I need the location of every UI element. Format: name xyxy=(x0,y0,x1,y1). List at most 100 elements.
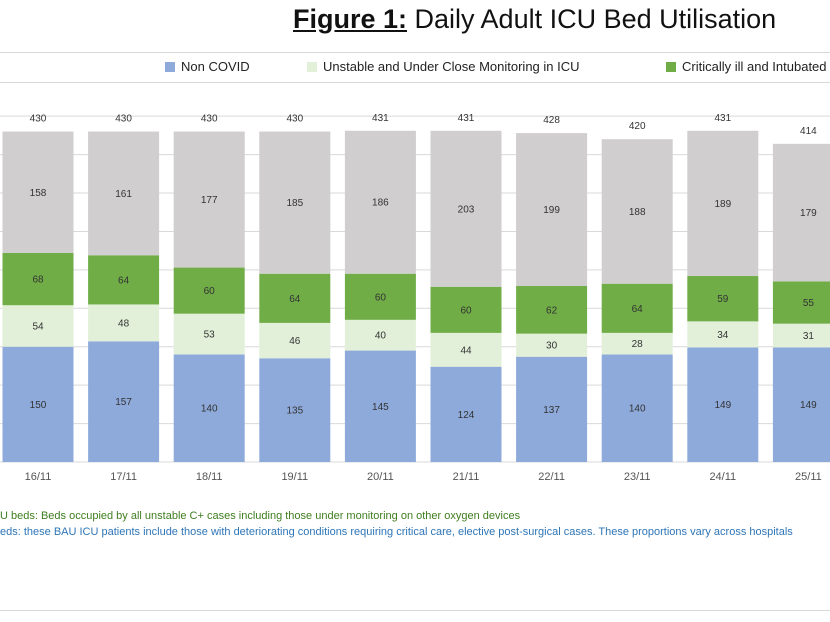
data-label: 157 xyxy=(115,397,132,408)
footnote-covid-beds: U beds: Beds occupied by all unstable C+… xyxy=(0,510,521,522)
data-label: 186 xyxy=(372,198,389,209)
bar-segment-critical xyxy=(344,273,416,320)
data-label: 161 xyxy=(115,189,132,200)
bar-segment-critical xyxy=(601,283,673,333)
bar-segment-critical xyxy=(173,267,245,314)
data-label: 34 xyxy=(717,330,729,341)
bar-segment-critical xyxy=(516,286,588,334)
bar-segment-unstable xyxy=(173,313,245,355)
bar-segment-unstable xyxy=(88,304,160,342)
data-label: 54 xyxy=(32,321,44,332)
total-label: 420 xyxy=(629,121,646,132)
total-label: 430 xyxy=(30,114,47,125)
legend-swatch-unstable xyxy=(307,61,317,72)
bar-segment-non-covid xyxy=(2,346,74,462)
legend-swatch-non-covid xyxy=(165,61,175,72)
data-label: 28 xyxy=(632,339,644,350)
legend-top-divider xyxy=(0,52,830,53)
bar-segment-unstable xyxy=(772,323,830,348)
bar-segment-unstable xyxy=(430,332,502,367)
total-label: 431 xyxy=(714,113,731,124)
data-label: 140 xyxy=(201,404,218,415)
bar-segment-unstable xyxy=(344,319,416,351)
data-label: 64 xyxy=(118,275,130,286)
title-text: Daily Adult ICU Bed Utilisation xyxy=(407,4,777,34)
bar-segment-non-covid xyxy=(772,347,830,462)
data-label: 179 xyxy=(800,208,817,219)
data-label: 149 xyxy=(800,400,817,411)
legend-bottom-divider xyxy=(0,82,830,83)
data-label: 64 xyxy=(289,294,301,305)
bar-segment-non-covid xyxy=(601,354,673,462)
data-label: 203 xyxy=(458,204,475,215)
bar-segment-critical xyxy=(88,255,160,305)
legend-item-non-covid: Non COVID xyxy=(165,59,250,74)
x-tick-label: 24/11 xyxy=(709,471,736,483)
bar-segment-non-covid xyxy=(88,341,160,462)
total-label: 431 xyxy=(458,113,475,124)
legend-item-unstable: Unstable and Under Close Monitoring in I… xyxy=(307,59,580,74)
legend-label-non-covid: Non COVID xyxy=(181,59,250,74)
bar-segment-remaining xyxy=(173,131,245,268)
data-label: 124 xyxy=(458,410,475,421)
x-tick-label: 25/11 xyxy=(795,471,822,483)
bar-segment-critical xyxy=(430,286,502,333)
bar-segment-critical xyxy=(772,281,830,324)
data-label: 46 xyxy=(289,336,301,347)
footnote-bau-beds: eds: these BAU ICU patients include thos… xyxy=(0,526,793,538)
x-tick-label: 20/11 xyxy=(367,471,394,483)
bar-segment-unstable xyxy=(516,333,588,357)
data-label: 48 xyxy=(118,318,130,329)
data-label: 59 xyxy=(717,294,729,305)
bar-segment-unstable xyxy=(601,332,673,355)
data-label: 158 xyxy=(30,188,47,199)
bar-segment-remaining xyxy=(2,131,74,253)
bar-segment-non-covid xyxy=(430,366,502,462)
x-tick-label: 22/11 xyxy=(538,471,565,483)
bar-segment-non-covid xyxy=(687,347,759,462)
bar-segment-remaining xyxy=(88,131,160,256)
x-tick-label: 19/11 xyxy=(281,471,308,483)
data-label: 31 xyxy=(803,331,815,342)
bar-segment-remaining xyxy=(516,133,588,287)
data-label: 149 xyxy=(714,400,731,411)
data-label: 30 xyxy=(546,341,558,352)
x-tick-label: 18/11 xyxy=(196,471,223,483)
x-tick-label: 16/11 xyxy=(25,471,52,483)
bar-segment-remaining xyxy=(259,131,331,274)
legend-label-unstable: Unstable and Under Close Monitoring in I… xyxy=(323,59,580,74)
total-label: 428 xyxy=(543,115,560,126)
bar-segment-remaining xyxy=(687,130,759,277)
total-label: 414 xyxy=(800,126,817,137)
total-label: 431 xyxy=(372,113,389,124)
data-label: 60 xyxy=(204,286,216,297)
x-tick-label: 23/11 xyxy=(624,471,651,483)
data-label: 199 xyxy=(543,205,560,216)
data-label: 135 xyxy=(286,406,303,417)
data-label: 55 xyxy=(803,298,815,309)
legend-label-critical: Critically ill and Intubated xyxy=(682,59,827,74)
figure-label: Figure 1: xyxy=(293,4,408,34)
bar-segment-non-covid xyxy=(516,356,588,462)
bar-segment-non-covid xyxy=(173,354,245,462)
data-label: 40 xyxy=(375,331,387,342)
data-label: 44 xyxy=(460,345,472,356)
data-label: 62 xyxy=(546,305,558,316)
data-label: 53 xyxy=(204,330,216,341)
data-label: 145 xyxy=(372,402,389,413)
data-label: 137 xyxy=(543,405,560,416)
legend-swatch-critical xyxy=(666,61,676,72)
data-label: 185 xyxy=(286,198,303,209)
data-label: 60 xyxy=(375,292,387,303)
bar-segment-critical xyxy=(687,276,759,322)
bar-segment-unstable xyxy=(2,305,74,347)
total-label: 430 xyxy=(115,114,132,125)
data-label: 60 xyxy=(460,305,472,316)
data-label: 150 xyxy=(30,400,47,411)
bar-segment-critical xyxy=(259,273,331,323)
bar-segment-non-covid xyxy=(344,350,416,462)
bar-segment-remaining xyxy=(601,139,673,284)
bottom-divider xyxy=(0,610,830,611)
chart-title: Figure 1: Daily Adult ICU Bed Utilisatio… xyxy=(293,4,830,35)
stacked-bar-chart: 150 54 68 158 430 16/11 157 48 64 161 430 17/11 140 5… xyxy=(0,113,830,483)
